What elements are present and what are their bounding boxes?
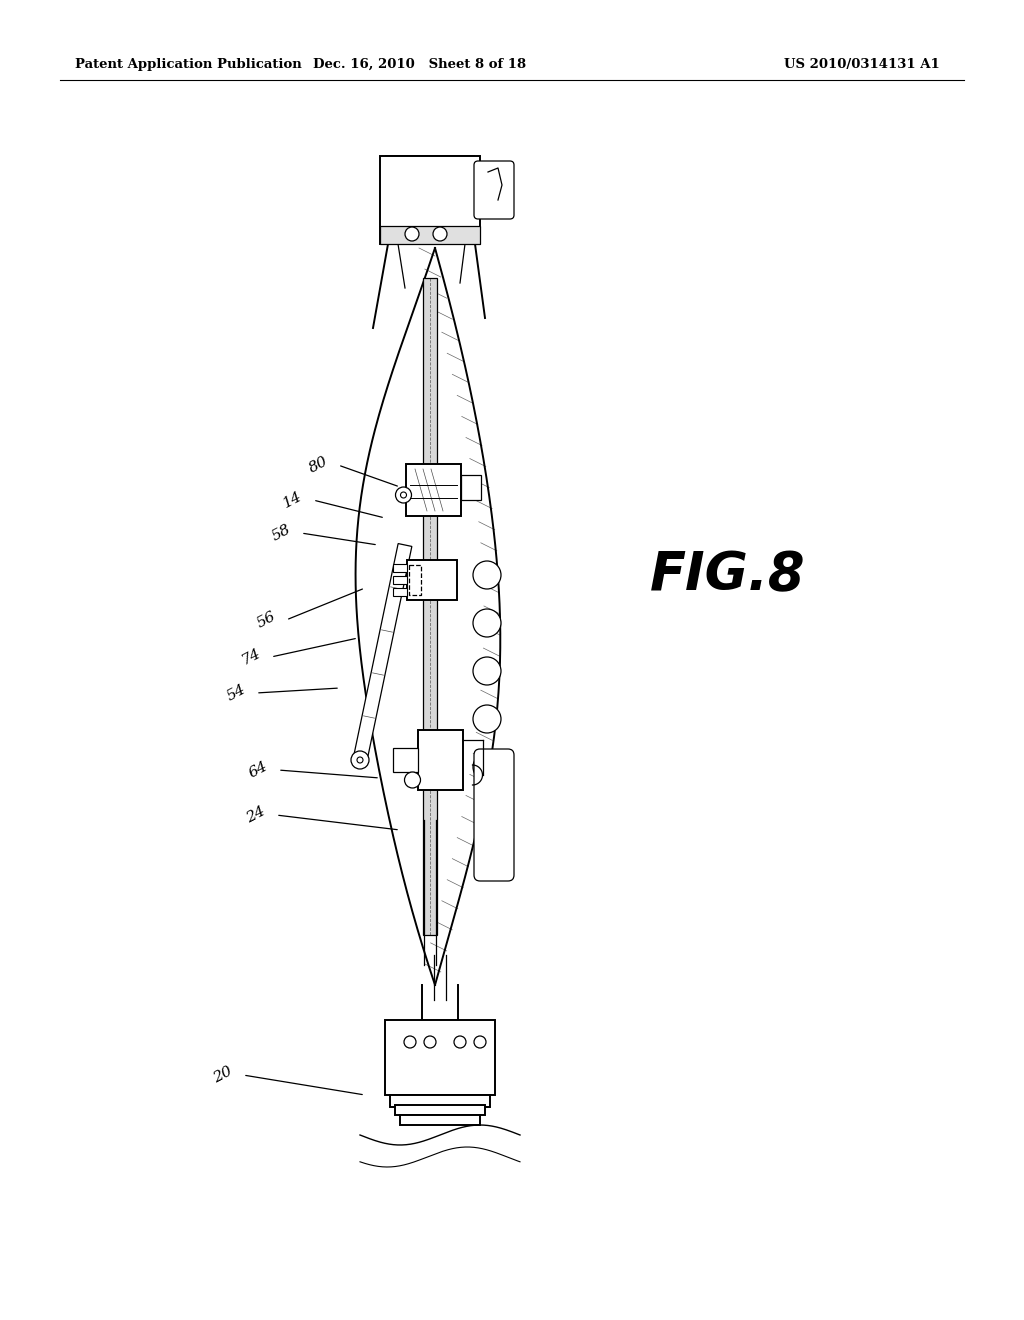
Text: Patent Application Publication: Patent Application Publication [75,58,302,71]
Text: 24: 24 [244,804,268,826]
Bar [406,465,461,516]
Circle shape [433,227,447,242]
FancyBboxPatch shape [474,161,514,219]
Bar [380,156,480,244]
Bar [380,226,480,244]
Bar [393,576,407,583]
Bar [409,565,421,595]
Text: 56: 56 [254,610,278,631]
Bar [407,560,457,601]
Circle shape [351,751,369,770]
Circle shape [454,1036,466,1048]
Circle shape [474,1036,486,1048]
Text: Dec. 16, 2010   Sheet 8 of 18: Dec. 16, 2010 Sheet 8 of 18 [313,58,526,71]
Text: 14: 14 [282,490,305,511]
Bar [395,1105,485,1115]
Circle shape [473,752,501,781]
Circle shape [404,772,421,788]
Circle shape [395,487,412,503]
Text: 54: 54 [224,682,248,704]
Circle shape [473,657,501,685]
Bar [461,475,480,500]
Bar [393,587,407,597]
Bar [385,1020,495,1096]
Circle shape [357,756,362,763]
Text: FIG.8: FIG.8 [650,549,806,601]
Polygon shape [353,544,412,762]
Circle shape [473,705,501,733]
Text: 64: 64 [246,759,270,780]
Bar [393,564,407,572]
Circle shape [473,609,501,638]
Bar [400,1115,480,1125]
FancyBboxPatch shape [474,748,514,880]
Text: 74: 74 [240,647,263,668]
Text: 20: 20 [211,1064,234,1086]
Text: US 2010/0314131 A1: US 2010/0314131 A1 [784,58,940,71]
Text: 80: 80 [306,454,330,475]
Text: 58: 58 [269,523,293,544]
Circle shape [473,561,501,589]
Circle shape [404,1036,416,1048]
Circle shape [400,492,407,498]
Bar [418,730,463,789]
Bar [390,1096,490,1107]
Bar [423,279,437,935]
Bar [392,748,418,772]
Circle shape [406,227,419,242]
Circle shape [424,1036,436,1048]
